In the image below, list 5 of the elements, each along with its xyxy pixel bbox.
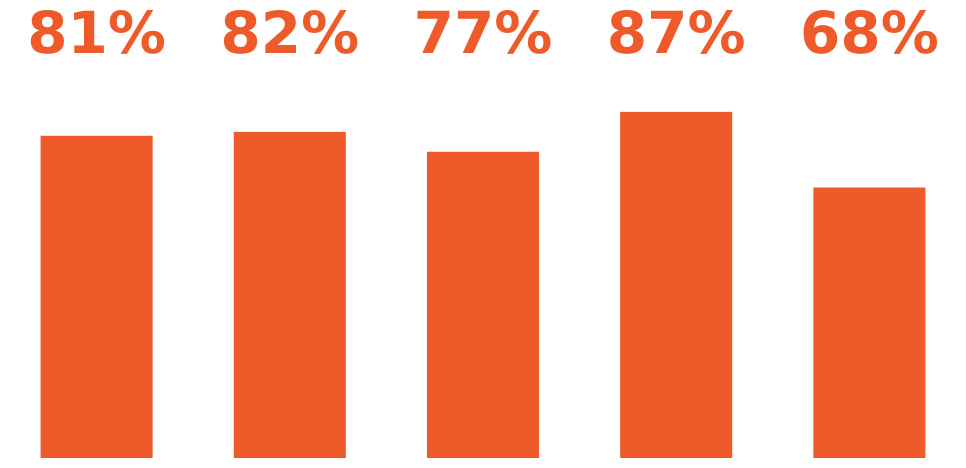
data-label: 77% [414, 0, 552, 68]
data-label: 68% [800, 0, 939, 68]
data-label: 87% [606, 0, 746, 68]
data-label: 81% [27, 0, 166, 68]
data-label: 82% [220, 0, 360, 68]
